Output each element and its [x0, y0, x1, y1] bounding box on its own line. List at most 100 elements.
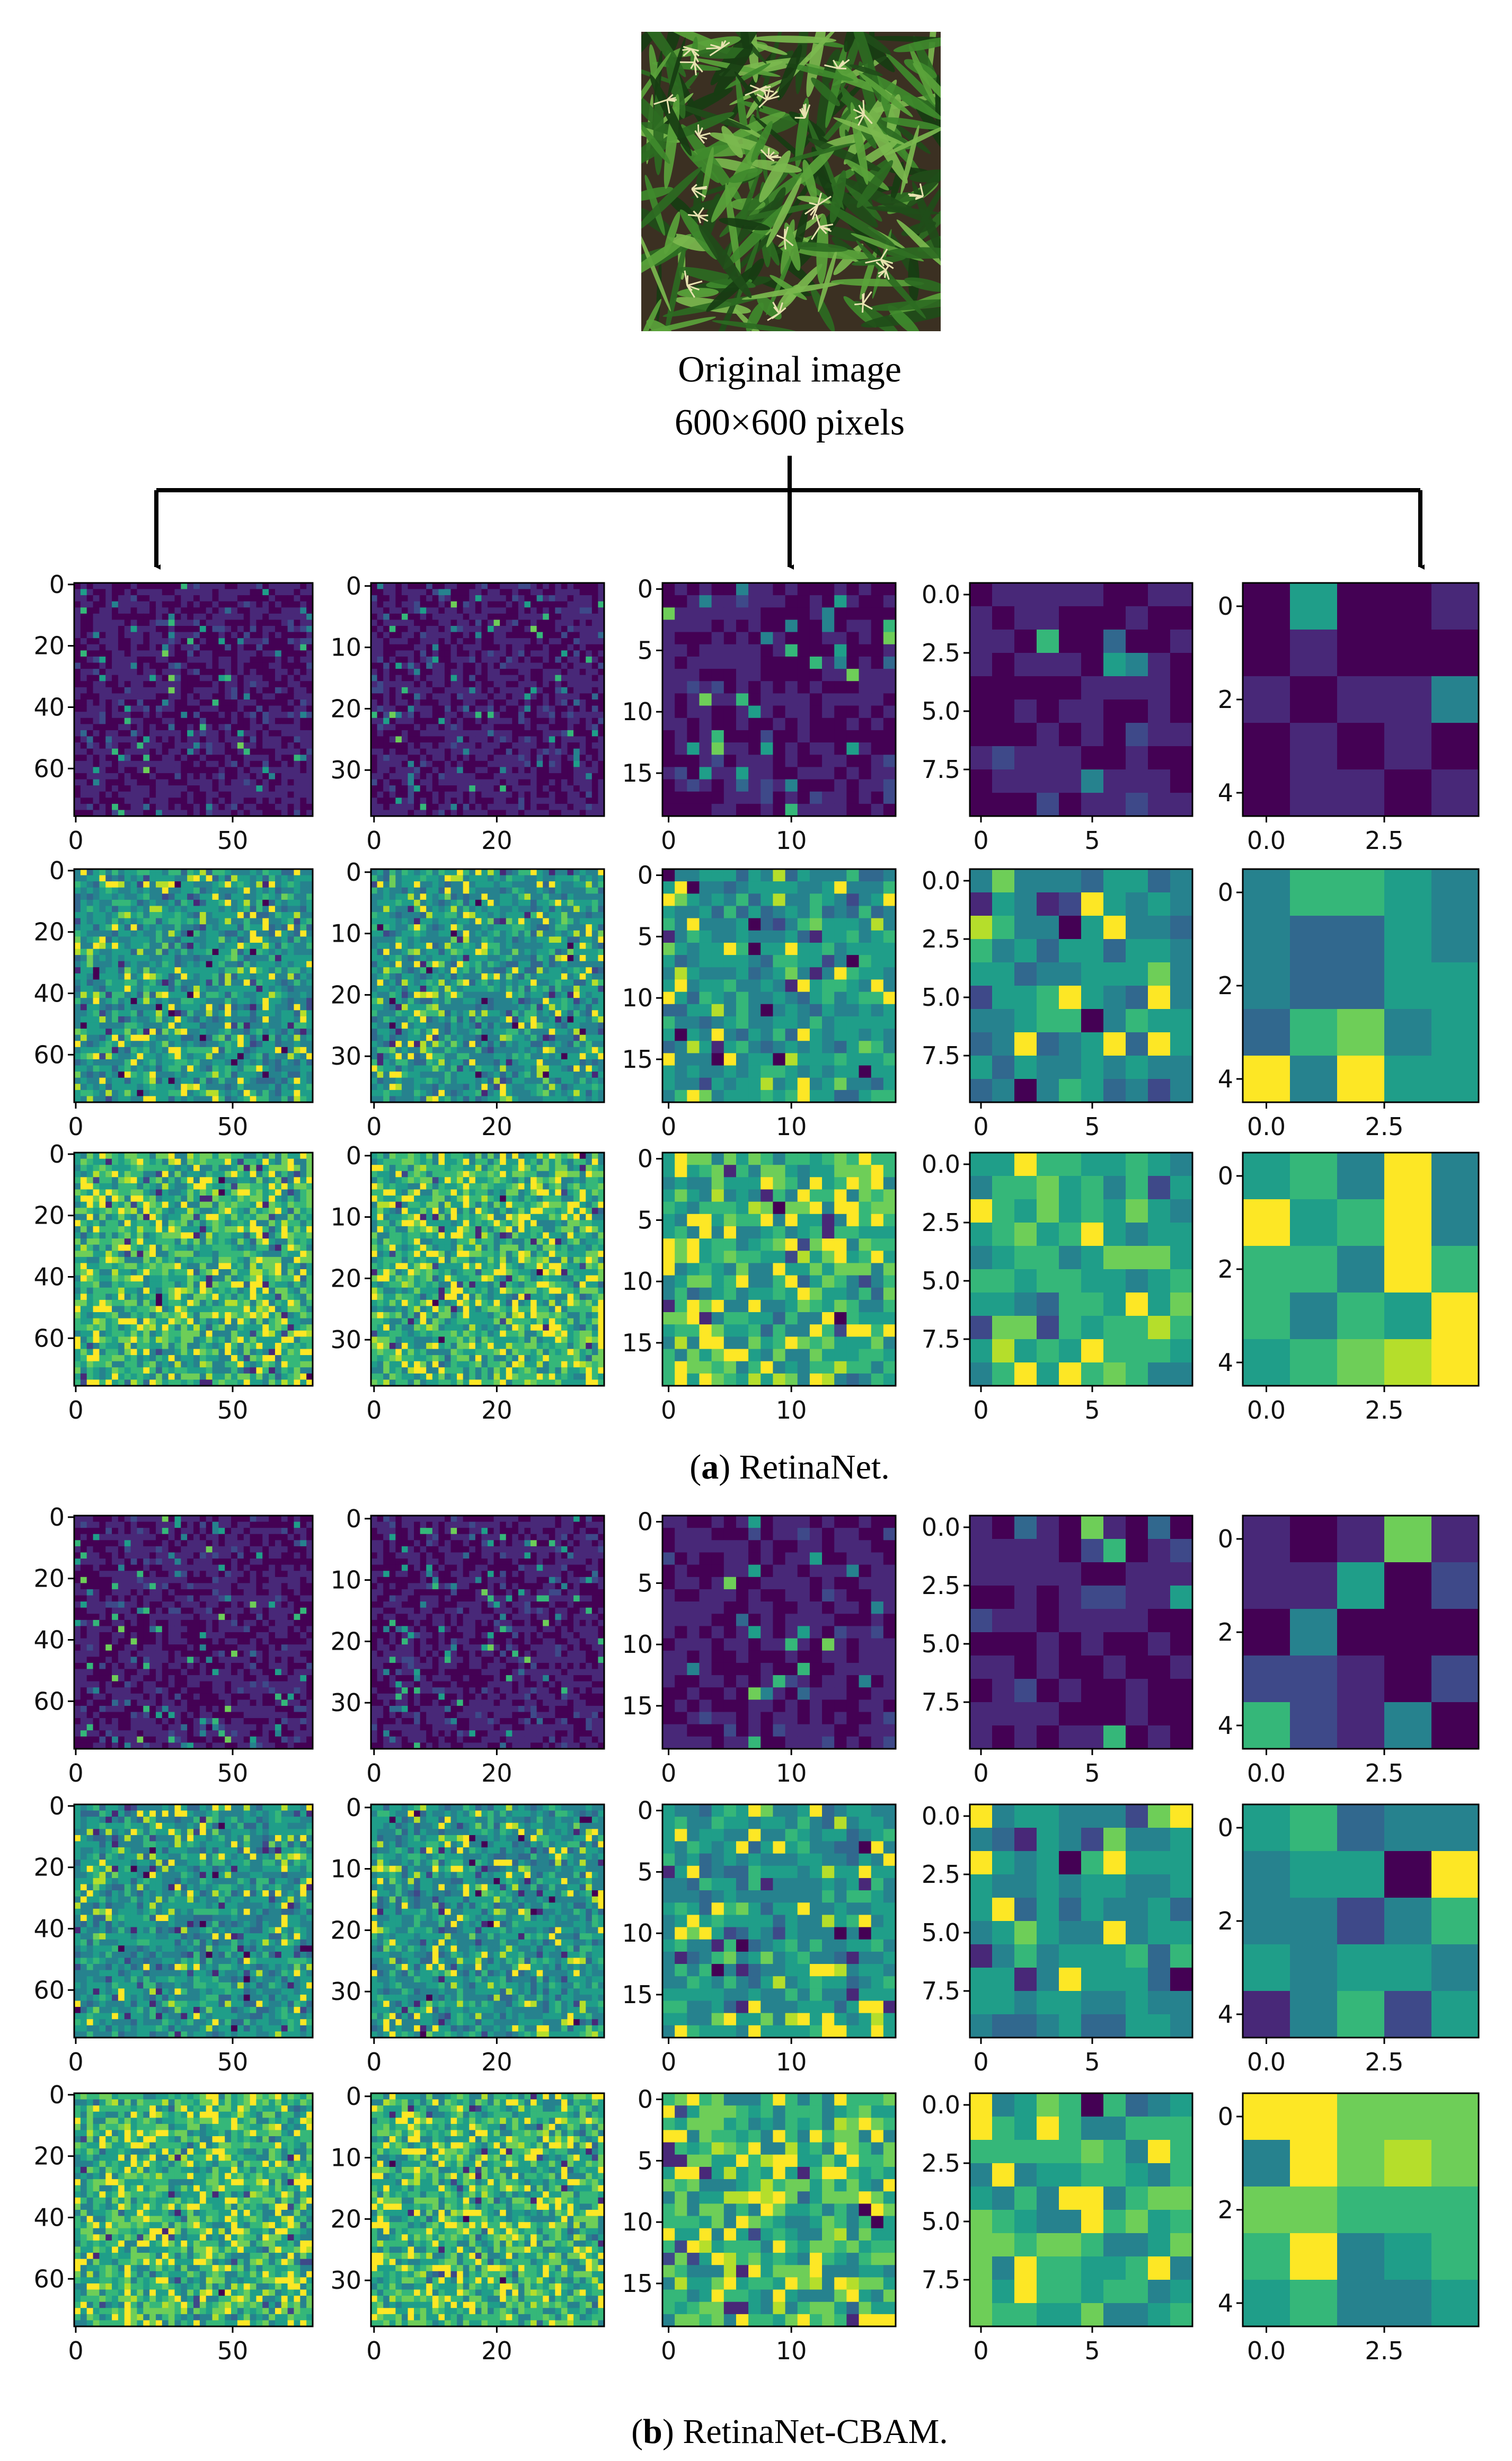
- x-tick-label: 2.5: [1365, 1112, 1403, 1141]
- x-tick-label: 2.5: [1365, 826, 1403, 855]
- y-tick-label: 5.0: [922, 1630, 960, 1658]
- y-tick-label: 0.0: [922, 580, 960, 609]
- y-tick-label: 40: [33, 693, 65, 721]
- x-tick-label: 20: [481, 1759, 512, 1787]
- y-tick-label: 0.0: [922, 2091, 960, 2119]
- feature-map-a-r2-c5: 0 2 4 0.0 2.5: [1218, 868, 1480, 1141]
- x-tick-label: 0.0: [1247, 826, 1286, 855]
- feature-map-a-r1-c4: 0.0 2.5 5.0 7.5 0 5: [922, 580, 1193, 855]
- y-tick-label: 5.0: [922, 983, 960, 1012]
- y-tick-label: 2: [1218, 685, 1233, 714]
- y-tick-label: 2: [1218, 1618, 1233, 1646]
- original-caption-line1: Original image: [678, 349, 901, 390]
- y-tick-label: 20: [33, 1853, 65, 1882]
- feature-map-b-r1-c3: 0 5 10 15 0 10: [622, 1508, 897, 1787]
- y-tick-label: 5: [638, 1569, 653, 1597]
- panel-b-name: RetinaNet-CBAM.: [683, 2412, 948, 2451]
- x-tick-label: 2.5: [1365, 1396, 1403, 1424]
- y-tick-label: 4: [1218, 2000, 1233, 2029]
- y-tick-label: 10: [330, 919, 361, 948]
- x-tick-label: 50: [217, 2048, 249, 2076]
- x-tick-label: 0: [68, 826, 83, 855]
- y-tick-label: 0: [1218, 1162, 1233, 1190]
- feature-map-b-r3-c1: 0 20 40 60 0 50: [33, 2081, 314, 2365]
- y-tick-label: 5.0: [922, 2207, 960, 2236]
- y-tick-label: 10: [330, 1566, 361, 1595]
- x-tick-label: 2.5: [1365, 2048, 1403, 2076]
- feature-map-b-r3-c2: 0 10 20 30 0 20: [330, 2082, 605, 2365]
- feature-map-a-r2-c4: 0.0 2.5 5.0 7.5 0 5: [922, 866, 1193, 1141]
- y-tick-label: 60: [33, 754, 65, 783]
- y-tick-label: 2.5: [922, 1571, 960, 1600]
- y-tick-label: 5.0: [922, 1918, 960, 1947]
- x-tick-label: 0: [661, 826, 676, 855]
- y-tick-label: 10: [330, 1203, 361, 1232]
- y-tick-label: 7.5: [922, 1688, 960, 1716]
- x-tick-label: 0: [366, 2048, 382, 2076]
- y-tick-label: 2.5: [922, 1208, 960, 1237]
- x-tick-label: 20: [481, 1112, 512, 1141]
- y-tick-label: 7.5: [922, 1325, 960, 1353]
- y-tick-label: 0: [346, 1793, 361, 1822]
- panel-a-letter: a: [701, 1448, 719, 1486]
- y-tick-label: 20: [33, 632, 65, 660]
- y-tick-label: 0: [1218, 1813, 1233, 1842]
- y-tick-label: 10: [330, 2144, 361, 2172]
- x-tick-label: 10: [776, 1396, 807, 1424]
- y-tick-label: 20: [33, 1564, 65, 1593]
- x-tick-label: 0: [973, 1112, 988, 1141]
- y-tick-label: 0: [49, 2081, 65, 2109]
- y-tick-label: 20: [33, 1201, 65, 1230]
- y-tick-label: 5.0: [922, 1267, 960, 1295]
- y-tick-label: 0: [1218, 878, 1233, 907]
- x-tick-label: 10: [776, 1112, 807, 1141]
- y-tick-label: 4: [1218, 1711, 1233, 1740]
- x-tick-label: 10: [776, 826, 807, 855]
- y-tick-label: 2.5: [922, 639, 960, 667]
- panel-a-name: RetinaNet.: [739, 1448, 890, 1486]
- x-tick-label: 50: [217, 826, 249, 855]
- x-tick-label: 50: [217, 1396, 249, 1424]
- y-tick-label: 10: [622, 697, 653, 726]
- x-tick-label: 0: [661, 1759, 676, 1787]
- y-tick-label: 15: [622, 1980, 653, 2009]
- x-tick-label: 50: [217, 1112, 249, 1141]
- x-tick-label: 20: [481, 1396, 512, 1424]
- y-tick-label: 4: [1218, 778, 1233, 807]
- y-tick-label: 20: [330, 694, 361, 723]
- y-tick-label: 30: [330, 1977, 361, 2006]
- y-tick-label: 0: [1218, 592, 1233, 621]
- x-tick-label: 5: [1084, 1396, 1100, 1424]
- feature-map-b-r2-c1: 0 20 40 60 0 50: [33, 1792, 314, 2076]
- x-tick-label: 0: [68, 1396, 83, 1424]
- y-tick-label: 7.5: [922, 1041, 960, 1070]
- y-tick-label: 60: [33, 1976, 65, 2004]
- y-tick-label: 0: [49, 1792, 65, 1820]
- y-tick-label: 15: [622, 759, 653, 787]
- x-tick-label: 0.0: [1247, 1759, 1286, 1787]
- x-tick-label: 0: [366, 1396, 382, 1424]
- x-tick-label: 50: [217, 2336, 249, 2365]
- y-tick-label: 20: [330, 1916, 361, 1944]
- original-image-leaves: [641, 32, 941, 331]
- y-tick-label: 0: [638, 1508, 653, 1536]
- panel-b-letter: b: [643, 2412, 662, 2451]
- y-tick-label: 0: [1218, 1525, 1233, 1553]
- x-tick-label: 10: [776, 2336, 807, 2365]
- feature-map-b-r3-c5: 0 2 4 0.0 2.5: [1218, 2092, 1480, 2365]
- x-tick-label: 0: [661, 1396, 676, 1424]
- x-tick-label: 0: [68, 1112, 83, 1141]
- x-tick-label: 20: [481, 826, 512, 855]
- y-tick-label: 7.5: [922, 1977, 960, 2005]
- y-tick-label: 15: [622, 1329, 653, 1357]
- feature-map-a-r2-c2: 0 10 20 30 0 20: [330, 858, 605, 1141]
- y-tick-label: 0: [49, 570, 65, 599]
- x-tick-label: 10: [776, 1759, 807, 1787]
- y-tick-label: 10: [622, 2208, 653, 2236]
- y-tick-label: 40: [33, 1914, 65, 1943]
- y-tick-label: 5: [638, 922, 653, 951]
- y-tick-label: 40: [33, 1625, 65, 1654]
- x-tick-label: 20: [481, 2048, 512, 2076]
- feature-map-b-r1-c5: 0 2 4 0.0 2.5: [1218, 1515, 1480, 1787]
